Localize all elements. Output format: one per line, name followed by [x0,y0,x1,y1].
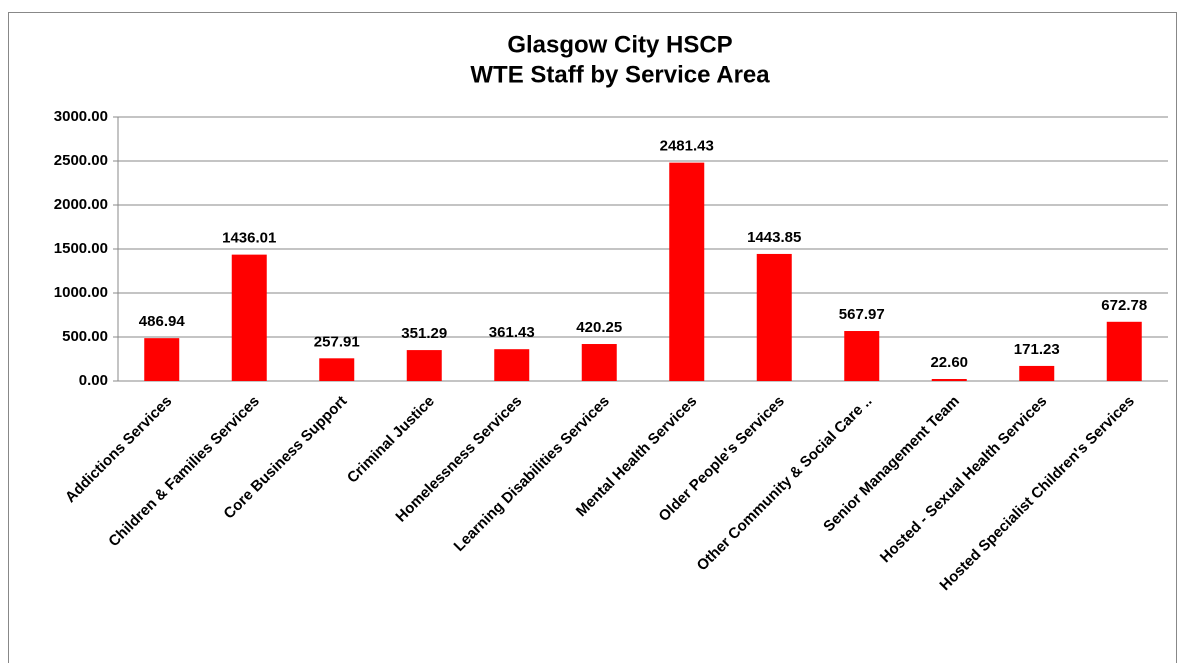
data-label: 567.97 [839,306,885,323]
chart-subtitle: WTE Staff by Service Area [470,61,770,88]
data-label: 672.78 [1101,297,1147,314]
data-label: 2481.43 [660,138,714,155]
y-tick-label: 3000.00 [54,108,108,125]
bar [319,358,355,381]
data-label: 22.60 [930,354,968,371]
y-tick-label: 0.00 [79,372,108,389]
bar [756,253,792,381]
bar [231,254,267,381]
bar [581,344,617,381]
chart-title: Glasgow City HSCP [507,31,732,58]
bar [144,338,180,381]
y-tick-label: 1000.00 [54,284,108,301]
y-tick-label: 1500.00 [54,240,108,257]
data-label: 486.94 [139,313,186,330]
bar [1106,321,1142,381]
bar [844,331,880,381]
y-tick-label: 2500.00 [54,152,108,169]
data-label: 257.91 [314,333,360,350]
y-tick-label: 500.00 [62,328,108,345]
data-label: 1443.85 [747,229,801,246]
bar [494,349,530,381]
y-tick-label: 2000.00 [54,196,108,213]
data-label: 1436.01 [222,230,276,247]
data-label: 420.25 [576,319,622,336]
bar [669,162,705,381]
bar [931,379,967,381]
data-label: 171.23 [1014,341,1060,358]
data-label: 361.43 [489,324,535,341]
data-label: 351.29 [401,325,447,342]
bar [406,350,442,381]
bar [1019,365,1055,381]
chart-border [8,12,1177,663]
